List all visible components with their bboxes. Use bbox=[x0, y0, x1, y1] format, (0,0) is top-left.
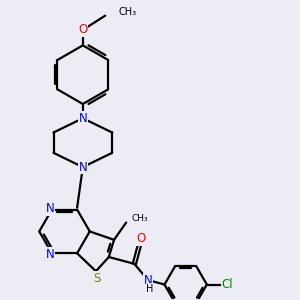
Text: CH₃: CH₃ bbox=[118, 8, 136, 17]
Text: N: N bbox=[144, 274, 152, 286]
Text: N: N bbox=[46, 248, 54, 261]
Text: N: N bbox=[78, 112, 87, 125]
Text: S: S bbox=[93, 272, 100, 285]
Text: N: N bbox=[46, 202, 54, 215]
Text: O: O bbox=[136, 232, 145, 245]
Text: H: H bbox=[146, 284, 154, 294]
Text: Cl: Cl bbox=[221, 278, 233, 291]
Text: O: O bbox=[78, 23, 87, 36]
Text: N: N bbox=[78, 160, 87, 174]
Text: CH₃: CH₃ bbox=[131, 214, 148, 223]
